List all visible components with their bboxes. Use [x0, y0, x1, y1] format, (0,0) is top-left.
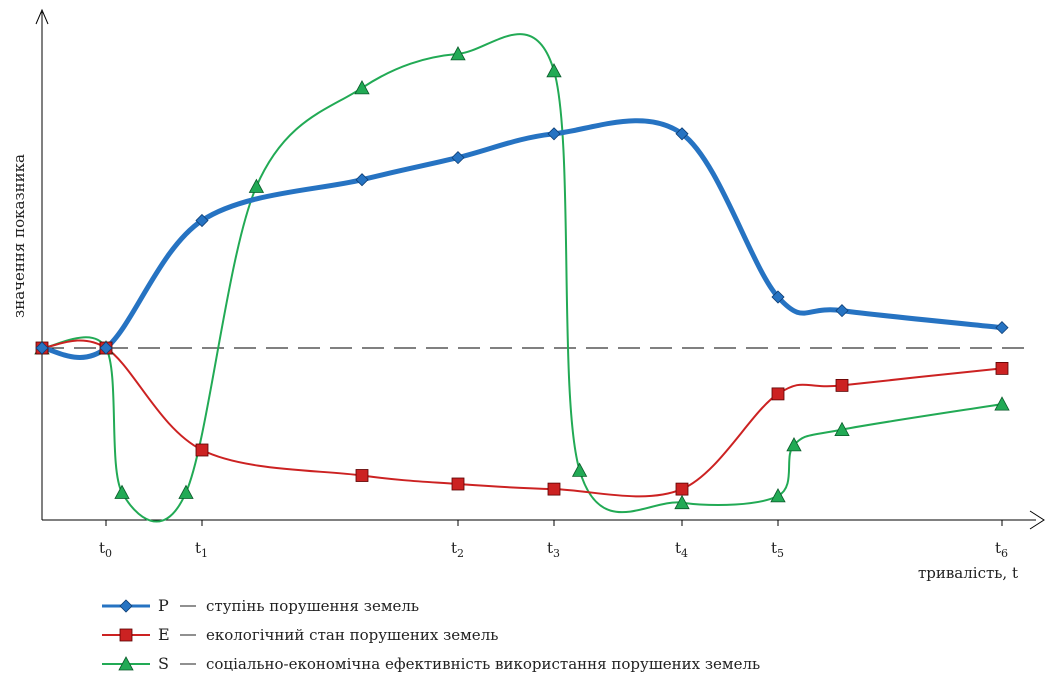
series-E-point-4: [451, 477, 465, 491]
x-tick-label-t4: t4: [675, 539, 688, 560]
series-S-point-4: [248, 178, 265, 193]
series-markers: [34, 46, 1010, 510]
series-P-point-5: [547, 127, 561, 141]
y-axis-label: значення показника: [10, 154, 28, 318]
series-S-point-9: [674, 494, 690, 510]
series-E-point-3: [355, 469, 369, 482]
series-E-point-2: [195, 443, 209, 457]
series-line-E: [41, 339, 1003, 498]
series-P-point-9: [995, 321, 1009, 335]
series-P-point-4: [451, 151, 465, 165]
x-tick-label-t1: t1: [195, 539, 208, 560]
x-tick-label-t6: t6: [995, 539, 1008, 560]
series-E-point-6: [675, 482, 689, 496]
legend-name-P: P: [158, 596, 169, 615]
x-ticks: t0 t1 t2 t3 t4 t5 t6: [99, 520, 1008, 560]
x-tick-label-t5: t5: [771, 539, 784, 560]
series-P-point-8: [835, 304, 849, 318]
legend-desc-P: ступінь порушення земель: [206, 597, 419, 615]
series-line-P: [39, 118, 1005, 360]
series-S-point-3: [178, 484, 194, 499]
series-S-point-10: [770, 488, 786, 503]
x-tick-label-t0: t0: [99, 539, 112, 560]
series-line-S: [41, 33, 1003, 523]
series-lines: [39, 33, 1005, 523]
series-E-point-8: [835, 378, 849, 392]
legend-name-E: E: [158, 625, 170, 644]
series-S-point-8: [571, 462, 588, 477]
series-P-point-7: [771, 290, 785, 304]
x-axis-arrow: [1029, 510, 1045, 530]
x-axis-label: тривалість, t: [918, 564, 1018, 582]
legend-name-S: S: [158, 654, 169, 673]
axes: значення показника тривалість, t: [10, 8, 1045, 582]
legend-desc-E: екологічний стан порушених земель: [206, 626, 498, 644]
series-E-point-5: [547, 482, 561, 496]
series-S-point-7: [546, 63, 562, 78]
series-S-point-11: [786, 437, 802, 452]
x-tick-label-t2: t2: [451, 539, 464, 560]
series-E-point-7: [771, 387, 785, 401]
legend-marker-S: [118, 656, 134, 671]
series-E-point-9: [995, 361, 1009, 375]
series-S-point-13: [994, 396, 1010, 411]
series-P-point-3: [355, 173, 369, 187]
series-P-point-6: [675, 127, 689, 141]
legend-marker-P: [119, 599, 133, 613]
series-S-point-2: [114, 484, 130, 499]
y-axis-arrow: [35, 8, 49, 25]
series-S-point-6: [450, 46, 466, 61]
legend-marker-E: [119, 628, 133, 642]
series-S-point-5: [354, 80, 370, 95]
x-tick-label-t3: t3: [547, 539, 560, 560]
series-P-point-1: [99, 341, 113, 355]
legend-desc-S: соціально-економічна ефективність викори…: [206, 655, 760, 673]
series-P-point-2: [195, 213, 209, 228]
series-S-point-12: [834, 421, 850, 437]
series-P-point-0: [35, 341, 49, 355]
